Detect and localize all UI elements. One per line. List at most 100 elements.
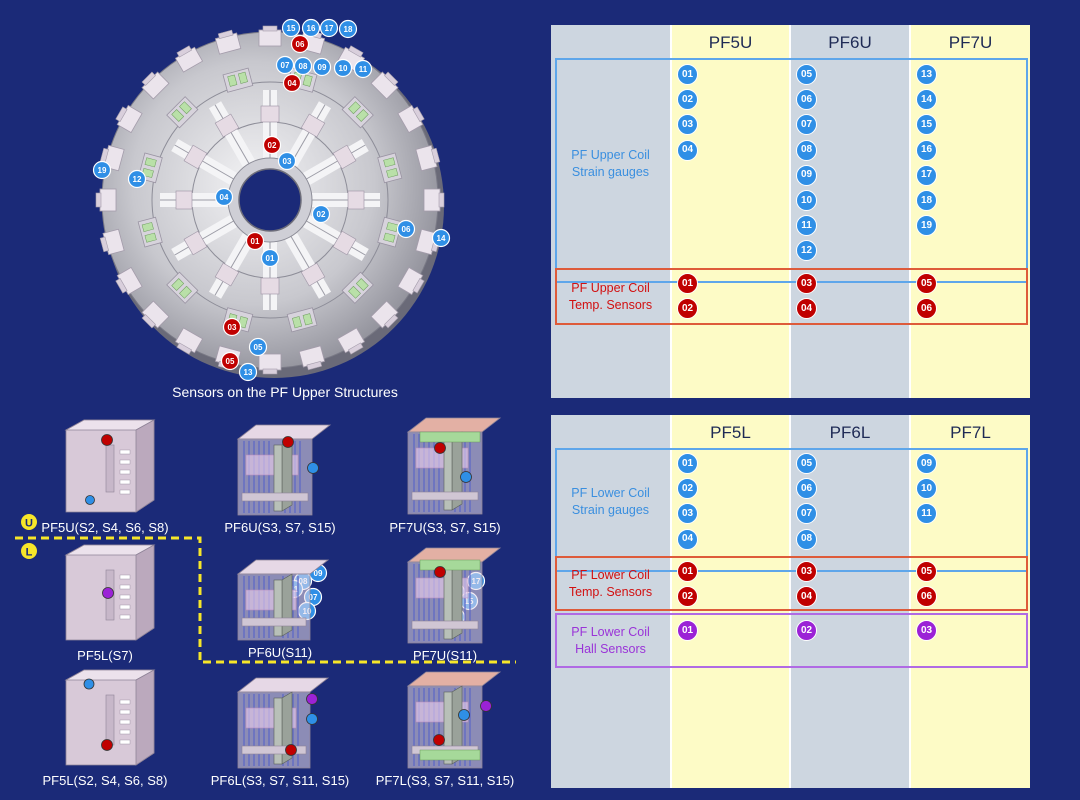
lower-purple-badge: 03: [916, 620, 937, 641]
svg-text:04: 04: [288, 79, 297, 88]
svg-text:16: 16: [307, 24, 316, 33]
pf-coil-frame-component: [236, 677, 330, 769]
svg-text:14: 14: [437, 234, 446, 243]
upper-blue-badge: 11: [796, 215, 817, 237]
component-caption-pf6u: PF6U(S3, S7, S15): [224, 520, 336, 535]
ring-strain-gauge-badge: 03: [277, 151, 297, 171]
ring-temp-sensor-badge: 06: [290, 34, 310, 54]
component-caption-pf7u-s11: PF7U(S11): [412, 648, 478, 663]
ring-strain-gauge-badge: 18: [338, 19, 358, 39]
ring-strain-gauge-badge: 17: [319, 18, 339, 38]
upper-blue-badge: 14: [916, 89, 937, 111]
upper-blue-badge: 19: [916, 215, 937, 237]
upper-structure-sensor-badges: 01 02 03 04 05 06 07 08 09 10 11 12 13 14 15 16 17 18 19 01…: [92, 18, 486, 627]
upper-table-column-pf6u: [791, 25, 909, 398]
sensor-dot: [306, 693, 318, 705]
lower-coil-table: PF5L PF6L PF7L PF Lower Coil Strain gaug…: [551, 415, 1030, 788]
svg-text:11: 11: [359, 65, 368, 74]
upper-table-column-pf5u: [672, 25, 789, 398]
svg-text:L: L: [26, 547, 33, 559]
svg-text:03: 03: [228, 323, 237, 332]
ring-strain-gauge-badge: 06: [396, 219, 416, 239]
svg-text:01: 01: [251, 237, 260, 246]
ring-strain-gauge-badge: 13: [238, 362, 258, 382]
component-caption-pf5l: PF5L(S2, S4, S6, S8): [42, 773, 168, 788]
lower-blue-badge: 03: [677, 503, 698, 525]
pf-coil-frame-component: [236, 424, 332, 516]
ring-strain-gauge-badge: 09: [312, 57, 332, 77]
lower-hall-sensors-label: PF Lower Coil Hall Sensors: [571, 625, 650, 656]
lower-blue-badge: 07: [796, 503, 817, 525]
component-diagrams: [64, 417, 502, 769]
upper-red-badge: 01: [677, 273, 698, 294]
lower-table-header-pf7l: PF7L: [950, 423, 991, 442]
upper-blue-badge: 18: [916, 190, 937, 211]
lower-blue-badge: 09: [916, 453, 937, 474]
upper-blue-badge: 16: [916, 139, 937, 161]
pf-coil-frame-component: [236, 559, 330, 641]
upper-table-header-pf5u: PF5U: [708, 33, 753, 52]
upper-strain-gauges-label: PF Upper Coil Strain gauges: [571, 148, 650, 179]
svg-text:09: 09: [318, 63, 327, 72]
sensor-dot: [480, 700, 492, 712]
upper-lower-divider-line: [15, 536, 516, 664]
upper-table-header-pf7u: PF7U: [948, 33, 993, 52]
ring-strain-gauge-badge: 07: [275, 55, 295, 75]
ring-temp-sensor-badge: 02: [262, 135, 282, 155]
lower-table-header-pf6l: PF6L: [829, 423, 871, 442]
lower-blue-badge: 05: [796, 453, 817, 474]
svg-text:09: 09: [314, 569, 323, 578]
upper-red-badge: 04: [796, 298, 817, 320]
upper-blue-badge: 05: [796, 64, 817, 85]
upper-blue-badge: 01: [677, 64, 698, 85]
upper-blue-badge: 10: [796, 190, 817, 211]
lower-blue-badge: 02: [677, 478, 698, 500]
ring-strain-gauge-badge: 10: [333, 58, 353, 78]
svg-text:17: 17: [325, 24, 334, 33]
sensor-dot: [434, 442, 446, 454]
upper-table-label-column: [551, 25, 670, 398]
sensor-dot: [101, 739, 113, 751]
svg-text:07: 07: [309, 593, 318, 602]
upper-structure-caption: Sensors on the PF Upper Structures: [172, 384, 398, 400]
svg-text:03: 03: [283, 157, 292, 166]
svg-text:12: 12: [133, 175, 142, 184]
upper-blue-badge: 03: [677, 114, 698, 136]
upper-red-badge: 06: [916, 298, 937, 320]
component-caption-pf7l: PF7L(S3, S7, S11, S15): [375, 773, 515, 788]
ring-strain-gauge-badge: 01: [260, 248, 280, 268]
lower-red-badge: 05: [916, 561, 937, 582]
lower-red-badge: 03: [796, 561, 817, 582]
svg-text:05: 05: [226, 357, 235, 366]
svg-text:05: 05: [254, 343, 263, 352]
upper-blue-badge: 04: [677, 139, 698, 161]
upper-blue-badge: 02: [677, 89, 698, 111]
lower-purple-badge: 02: [796, 620, 817, 641]
svg-text:15: 15: [287, 24, 296, 33]
sensor-dot: [306, 713, 318, 725]
upper-blue-badge: 06: [796, 89, 817, 111]
svg-text:U: U: [25, 518, 33, 530]
svg-text:10: 10: [339, 64, 348, 73]
ring-temp-sensor-badge: 01: [245, 231, 265, 251]
upper-temp-sensors-label: PF Upper Coil Temp. Sensors: [568, 281, 653, 312]
lower-blue-badge: 08: [796, 528, 817, 550]
upper-red-badge: 02: [677, 298, 698, 320]
lower-red-badge: 04: [796, 586, 817, 608]
svg-text:08: 08: [299, 62, 308, 71]
sensor-dot: [433, 734, 445, 746]
upper-blue-badge: 08: [796, 139, 817, 161]
lower-blue-badge: 10: [916, 478, 937, 500]
sensor-dot: [102, 587, 114, 599]
upper-blue-badge: 07: [796, 114, 817, 136]
ring-strain-gauge-badge: 19: [92, 160, 112, 180]
component-caption-pf5u: PF5U(S2, S4, S6, S8): [41, 520, 169, 535]
svg-text:02: 02: [268, 141, 277, 150]
component-caption-pf6l: PF6L(S3, S7, S11, S15): [210, 773, 350, 788]
upper-red-badge: 05: [916, 273, 937, 294]
ring-strain-gauge-badge: 05: [248, 337, 268, 357]
ring-strain-gauge-badge: 08: [293, 56, 313, 76]
sensor-dot: [83, 678, 95, 690]
svg-text:06: 06: [296, 40, 305, 49]
ring-temp-sensor-badge: 05: [220, 351, 240, 371]
